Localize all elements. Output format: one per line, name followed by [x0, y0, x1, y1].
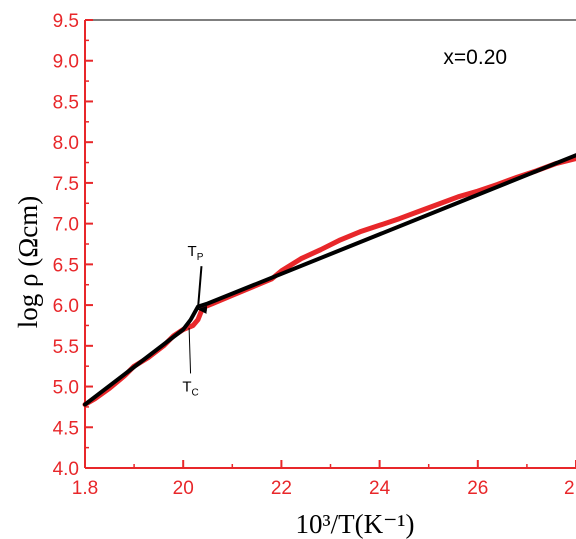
x-tick-label: 26 — [467, 478, 488, 499]
y-tick-label: 6.0 — [53, 296, 79, 317]
y-tick-label: 9.0 — [53, 52, 79, 73]
annotation-label: TP — [188, 243, 204, 263]
series — [82, 153, 576, 407]
annotation-arrow — [188, 327, 192, 374]
y-tick-label: 7.5 — [53, 174, 79, 195]
annotation-label: TC — [182, 378, 198, 398]
x-axis-title: 10³/T(K⁻¹) — [296, 509, 415, 539]
x-tick-label: 20 — [173, 478, 194, 499]
x-tick-label: 22 — [271, 478, 292, 499]
y-tick-label: 4.5 — [53, 418, 79, 439]
y-tick-label: 5.5 — [53, 337, 79, 358]
annotations: x=0.20 TP TC — [182, 46, 507, 398]
ticks: 4.0 4.5 5.0 5.5 6.0 6.5 7.0 7.5 8.0 8.5 9.0 9.5 1.8 2… — [53, 11, 576, 499]
panel-label: x=0.20 — [443, 46, 507, 69]
x-tick-label: 2 — [564, 478, 575, 499]
annotation-arrow — [196, 266, 208, 314]
x-tick-label: 1.8 — [72, 478, 98, 499]
y-tick-label: 7.0 — [53, 215, 79, 236]
x-tick-label: 24 — [369, 478, 391, 499]
y-tick-label: 6.5 — [53, 255, 79, 276]
measured-curve — [82, 156, 576, 407]
y-tick-label: 8.0 — [53, 133, 79, 154]
y-tick-label: 8.5 — [53, 92, 79, 113]
y-axis-title: log ρ (Ωcm) — [13, 196, 43, 329]
y-tick-label: 4.0 — [53, 459, 79, 480]
y-tick-label: 9.5 — [53, 11, 79, 32]
fit-line — [83, 153, 576, 407]
y-tick-label: 5.0 — [53, 378, 79, 399]
